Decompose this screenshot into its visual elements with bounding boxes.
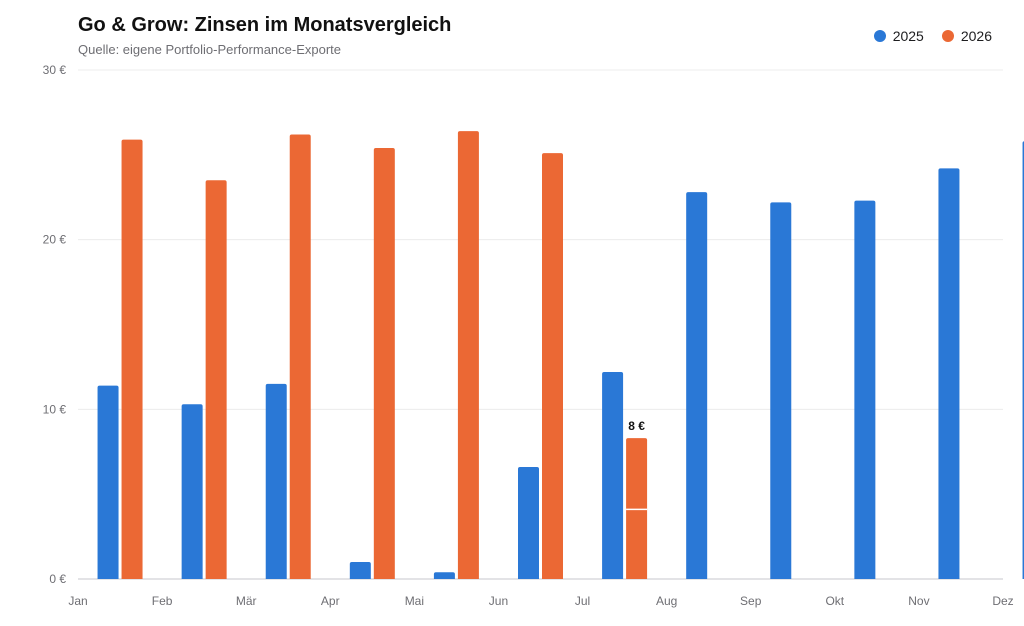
bar-2026-Apr: [373, 148, 395, 579]
axis-labels: 0 € 10 € 20 € 30 € Jan Feb Mär Apr Mai Jun Jul Aug S…: [43, 63, 1014, 608]
bar-2025-Jan: [97, 385, 119, 579]
bar-2025-Okt: [854, 200, 876, 580]
x-tick-label: Sep: [740, 594, 762, 608]
bar-2025-Mai: [433, 572, 455, 579]
y-tick-label: 20 €: [43, 233, 67, 247]
bar-2025-Feb: [181, 404, 203, 579]
chart-subtitle: Quelle: eigene Portfolio-Performance-Exp…: [78, 42, 342, 57]
bar-2026-Jul: [626, 438, 648, 579]
bar-2026-Mai: [457, 131, 479, 579]
bar-2026-Mär: [289, 134, 311, 579]
x-tick-label: Mär: [236, 594, 257, 608]
bar-2025-Apr: [349, 562, 371, 579]
legend-label-2025: 2025: [892, 28, 924, 44]
x-tick-label: Jun: [489, 594, 508, 608]
y-tick-label: 0 €: [49, 572, 66, 586]
x-tick-label: Nov: [908, 594, 929, 608]
x-tick-label: Dez: [992, 594, 1013, 608]
legend-dot-2025-icon: [873, 30, 886, 42]
legend-label-2026: 2026: [960, 28, 992, 44]
legend-item-2026[interactable]: 2026: [941, 28, 992, 44]
legend-item-2025[interactable]: 2025: [873, 28, 924, 44]
bar-2025-Nov: [938, 168, 960, 579]
chart-title: Go & Grow: Zinsen im Monatsvergleich: [78, 14, 452, 36]
bar-2025-Jun: [518, 467, 539, 579]
x-tick-label: Mai: [405, 594, 424, 608]
bar-2025-Sep: [770, 202, 792, 579]
bar-2026-Jan: [121, 139, 143, 579]
x-tick-label: Jul: [575, 594, 590, 608]
y-tick-label: 30 €: [43, 63, 67, 77]
x-tick-label: Feb: [152, 594, 173, 608]
x-tick-label: Apr: [321, 594, 340, 608]
y-tick-label: 10 €: [43, 402, 67, 416]
gridlines: [78, 69, 1003, 580]
x-tick-label: Okt: [825, 594, 844, 608]
x-tick-label: Jan: [68, 594, 87, 608]
x-tick-label: Aug: [656, 594, 677, 608]
legend-dot-2026-icon: [941, 30, 954, 42]
bar-2025-Mär: [265, 383, 287, 579]
bar-2025-Aug: [686, 192, 708, 579]
bars: [97, 131, 1024, 580]
data-label: 8 €: [628, 419, 645, 433]
bar-2026-Jun: [542, 153, 563, 580]
legend: 2025 2026: [873, 28, 992, 44]
bar-2025-Jul: [602, 372, 624, 579]
bar-2026-Feb: [205, 180, 227, 580]
